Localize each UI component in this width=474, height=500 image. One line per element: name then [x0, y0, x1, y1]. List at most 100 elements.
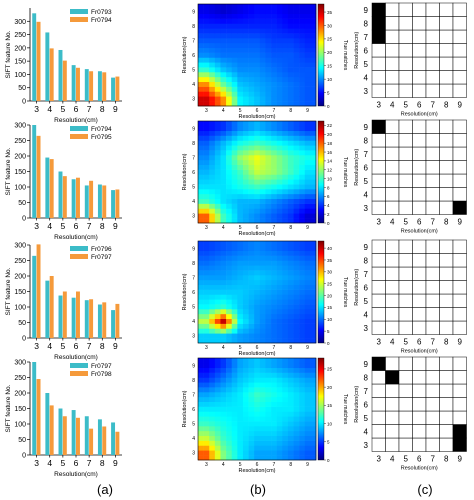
- heat-cell: [276, 362, 283, 369]
- heat-cell: [282, 299, 289, 305]
- grid-cell: [439, 356, 454, 371]
- heat-cell: [231, 101, 238, 107]
- heat-cell: [220, 96, 227, 102]
- grid-cell: [371, 239, 386, 254]
- heat-cell: [203, 145, 210, 151]
- heat-cell: [287, 125, 294, 132]
- heat-cell: [265, 76, 272, 83]
- heat-cell: [271, 377, 277, 383]
- heat-cell: [310, 203, 317, 209]
- heat-cell: [276, 96, 283, 102]
- heat-cell: [287, 245, 294, 252]
- x-tick-label: 4: [222, 462, 225, 468]
- heat-cell: [198, 179, 204, 185]
- heat-cell: [293, 309, 300, 315]
- heat-cell: [203, 430, 210, 437]
- grid-cell: [425, 383, 440, 398]
- heat-cell: [259, 362, 266, 369]
- heat-cell: [259, 313, 266, 320]
- heat-cell: [259, 81, 266, 87]
- heat-cell: [254, 245, 261, 252]
- heat-cell: [299, 401, 306, 407]
- heat-cell: [276, 203, 283, 209]
- heat-cell: [271, 179, 277, 185]
- heat-cell: [259, 155, 266, 161]
- heat-cell: [198, 241, 204, 247]
- heat-cell: [293, 245, 300, 252]
- heat-cell: [231, 241, 238, 247]
- heat-cell: [310, 241, 317, 247]
- heat-cell: [271, 396, 277, 403]
- heat-cell: [220, 430, 227, 437]
- heat-cell: [254, 52, 261, 58]
- heat-cell: [198, 28, 204, 34]
- heat-cell: [304, 13, 311, 19]
- heat-cell: [271, 208, 277, 214]
- heat-cell: [310, 145, 317, 151]
- heat-cell: [310, 47, 317, 53]
- heat-cell: [242, 13, 249, 19]
- heat-cell: [276, 250, 283, 256]
- heat-cell: [214, 4, 221, 10]
- heat-cell: [209, 18, 216, 24]
- heat-cell: [304, 255, 311, 261]
- heat-cell: [254, 86, 261, 92]
- y-tick-label: 3: [364, 87, 369, 96]
- bar: [102, 185, 107, 218]
- grid-cell: [385, 383, 400, 398]
- heat-cell: [293, 81, 300, 87]
- heat-cell: [248, 299, 255, 305]
- heat-cell: [310, 155, 317, 161]
- heat-cell: [220, 387, 227, 393]
- heat-cell: [214, 367, 221, 373]
- heat-cell: [254, 218, 261, 224]
- heat-cell: [254, 270, 261, 276]
- heat-cell: [220, 47, 227, 53]
- grid-cell: [371, 160, 386, 175]
- heat-cell: [231, 265, 238, 271]
- grid-cell: [425, 146, 440, 161]
- heat-cell: [287, 338, 294, 344]
- x-tick-label: 9: [306, 345, 309, 351]
- bar: [49, 276, 54, 338]
- heat-cell: [231, 367, 238, 373]
- grid-cell: [385, 293, 400, 308]
- heat-cell: [299, 265, 306, 271]
- heat-cell: [248, 42, 255, 49]
- heat-cell: [237, 193, 244, 200]
- heat-cell: [304, 270, 311, 276]
- legend-swatch: [70, 126, 88, 131]
- heat-cell: [214, 76, 221, 83]
- heat-cell: [276, 42, 283, 49]
- heat-cell: [248, 445, 255, 451]
- x-tick-label: 6: [256, 345, 259, 351]
- heat-cell: [214, 18, 221, 24]
- heat-cell: [299, 304, 306, 310]
- heat-cell: [220, 406, 227, 412]
- heat-cell: [214, 47, 221, 53]
- heat-cell: [259, 260, 266, 266]
- y-tick-label: 100: [14, 305, 26, 312]
- y-tick-label: 6: [192, 170, 195, 176]
- heat-cell: [237, 57, 244, 63]
- heat-cell: [242, 164, 249, 170]
- heat-cell: [214, 450, 221, 456]
- heat-cell: [248, 159, 255, 166]
- grid-cell: [412, 437, 427, 452]
- heat-cell: [254, 328, 261, 334]
- heat-cell: [310, 401, 317, 407]
- heat-cell: [259, 208, 266, 214]
- heat-cell: [220, 67, 227, 73]
- heat-cell: [242, 130, 249, 136]
- bar: [89, 299, 94, 338]
- heat-cell: [287, 416, 294, 422]
- heat-cell: [271, 275, 277, 281]
- heat-cell: [214, 198, 221, 204]
- heat-cell: [265, 279, 272, 286]
- heat-cell: [220, 135, 227, 141]
- heat-cell: [276, 455, 283, 461]
- heat-cell: [310, 362, 317, 369]
- heat-cell: [198, 4, 204, 10]
- heat-cell: [259, 430, 266, 437]
- heat-cell: [287, 213, 294, 219]
